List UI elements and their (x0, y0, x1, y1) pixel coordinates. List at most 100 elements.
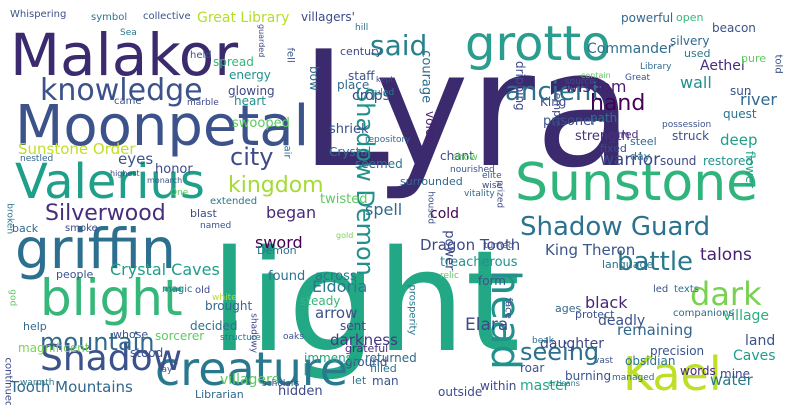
word-glowing: glowing (228, 84, 275, 98)
word-griffin: griffin (15, 217, 176, 281)
word-within: within (480, 379, 516, 393)
word-structure: structure (220, 333, 261, 343)
word-continued: continued (3, 358, 14, 405)
word-demon: Demon (257, 244, 297, 257)
word-seeing: seeing (520, 338, 599, 366)
word-beacon: beacon (712, 21, 756, 35)
word-kingdom: kingdom (228, 173, 324, 198)
word-path: path (590, 111, 617, 125)
word-texts: texts (674, 284, 699, 295)
word-told: told (773, 55, 784, 74)
word-outside: outside (438, 385, 482, 399)
word-sea: Sea (120, 28, 137, 38)
word-stood: stood (130, 346, 163, 360)
word-named: named (200, 221, 231, 231)
word-city: city (230, 143, 273, 171)
word-oaks: oaks (283, 332, 304, 342)
word-treacherous: treacherous (440, 255, 518, 270)
word-collective: collective (143, 11, 191, 22)
word-protect: protect (575, 308, 615, 321)
word-sorcerer: sorcerer (155, 329, 204, 343)
word-deep: deep (720, 131, 758, 149)
word-housed: housed (425, 191, 435, 224)
word-blast: blast (190, 207, 218, 220)
word-dark: dark (690, 275, 762, 313)
word-obsidian: obsidian (625, 354, 675, 368)
word-power: power (441, 230, 456, 271)
word-eyes: eyes (118, 150, 153, 168)
word-guarded: guarded (257, 24, 266, 57)
word-elara: Elara (465, 315, 508, 335)
word-sword: sword (255, 233, 303, 252)
word-across: across (315, 269, 357, 284)
word-lay: lay (159, 365, 173, 375)
word-let: let (352, 374, 367, 387)
word-highest: highest (110, 169, 140, 178)
word-magic: magic (162, 284, 193, 295)
word-whispering: Whispering (10, 9, 66, 20)
word-gold: gold (336, 231, 353, 240)
word-warrior: warrior (600, 150, 660, 170)
word-kept: kept (376, 75, 393, 84)
word-master: master (520, 378, 570, 394)
word-grotto: grotto (465, 16, 611, 72)
word-contain: contain (581, 71, 611, 80)
word-fixed: fixed (600, 142, 627, 155)
word-old: old (195, 285, 210, 296)
word-managed: managed (612, 373, 654, 383)
word-brought: brought (205, 299, 252, 313)
word-spread: spread (213, 55, 254, 69)
word-malakor: Malakor (10, 21, 238, 89)
word-bow: bow (307, 66, 321, 91)
word-source: source (565, 77, 595, 87)
word-returned: returned (365, 351, 417, 365)
word-vast: vast (594, 356, 614, 366)
word-relic: relic (440, 271, 459, 281)
word-dragon-tooth: Dragon Tooth (420, 236, 520, 254)
word-prisoner: prisoner (543, 114, 597, 129)
word-possession: possession (662, 120, 711, 130)
word-monarch: monarch (147, 176, 182, 185)
word-darkness: darkness (330, 331, 398, 349)
word-prosperity: prosperity (407, 285, 418, 336)
word-temple: Temple (551, 87, 564, 127)
word-white: white (212, 293, 237, 303)
word-kael: Kael (623, 347, 722, 401)
word-sent: sent (340, 319, 366, 333)
word-century: century (340, 45, 383, 58)
word-restored: restored (703, 154, 753, 168)
word-ground: ground (345, 355, 387, 369)
word-fell: fell (285, 48, 296, 63)
word-mountain: mountain (40, 328, 154, 356)
word-hidden: hidden (278, 384, 323, 399)
word-energy: energy (229, 68, 271, 82)
word-river: river (740, 90, 777, 109)
word-began: began (266, 203, 316, 222)
word-steel: steel (630, 135, 657, 148)
word-lyra: Lyra (300, 16, 633, 203)
word-shadowy: shadowy (248, 313, 258, 353)
word-voice: voice (423, 111, 437, 143)
word-show: show (452, 152, 478, 163)
word-immense: immense (304, 351, 359, 365)
word-wall: wall (680, 73, 712, 92)
word-wisdom: wisdom (565, 77, 626, 96)
word-battle: battle (617, 247, 693, 277)
word-filled: filled (370, 362, 397, 375)
word-struck: struck (672, 129, 709, 143)
word-ancient: ancient (505, 77, 602, 107)
word-open: open (676, 11, 703, 24)
word-crystal: Crystal (329, 145, 371, 159)
word-librarian: Librarian (195, 388, 244, 401)
word-nourished: nourished (450, 165, 495, 175)
word-wise: wise (482, 181, 503, 191)
word-steady: steady (300, 294, 340, 308)
word-form: form (478, 274, 506, 288)
word-dripping: dripping (513, 61, 527, 111)
word-black: black (585, 293, 628, 312)
word-villagers: villagers' (301, 10, 355, 24)
word-grateful: grateful (345, 342, 388, 355)
word-god: god (7, 289, 17, 306)
word-quest: quest (723, 107, 757, 121)
